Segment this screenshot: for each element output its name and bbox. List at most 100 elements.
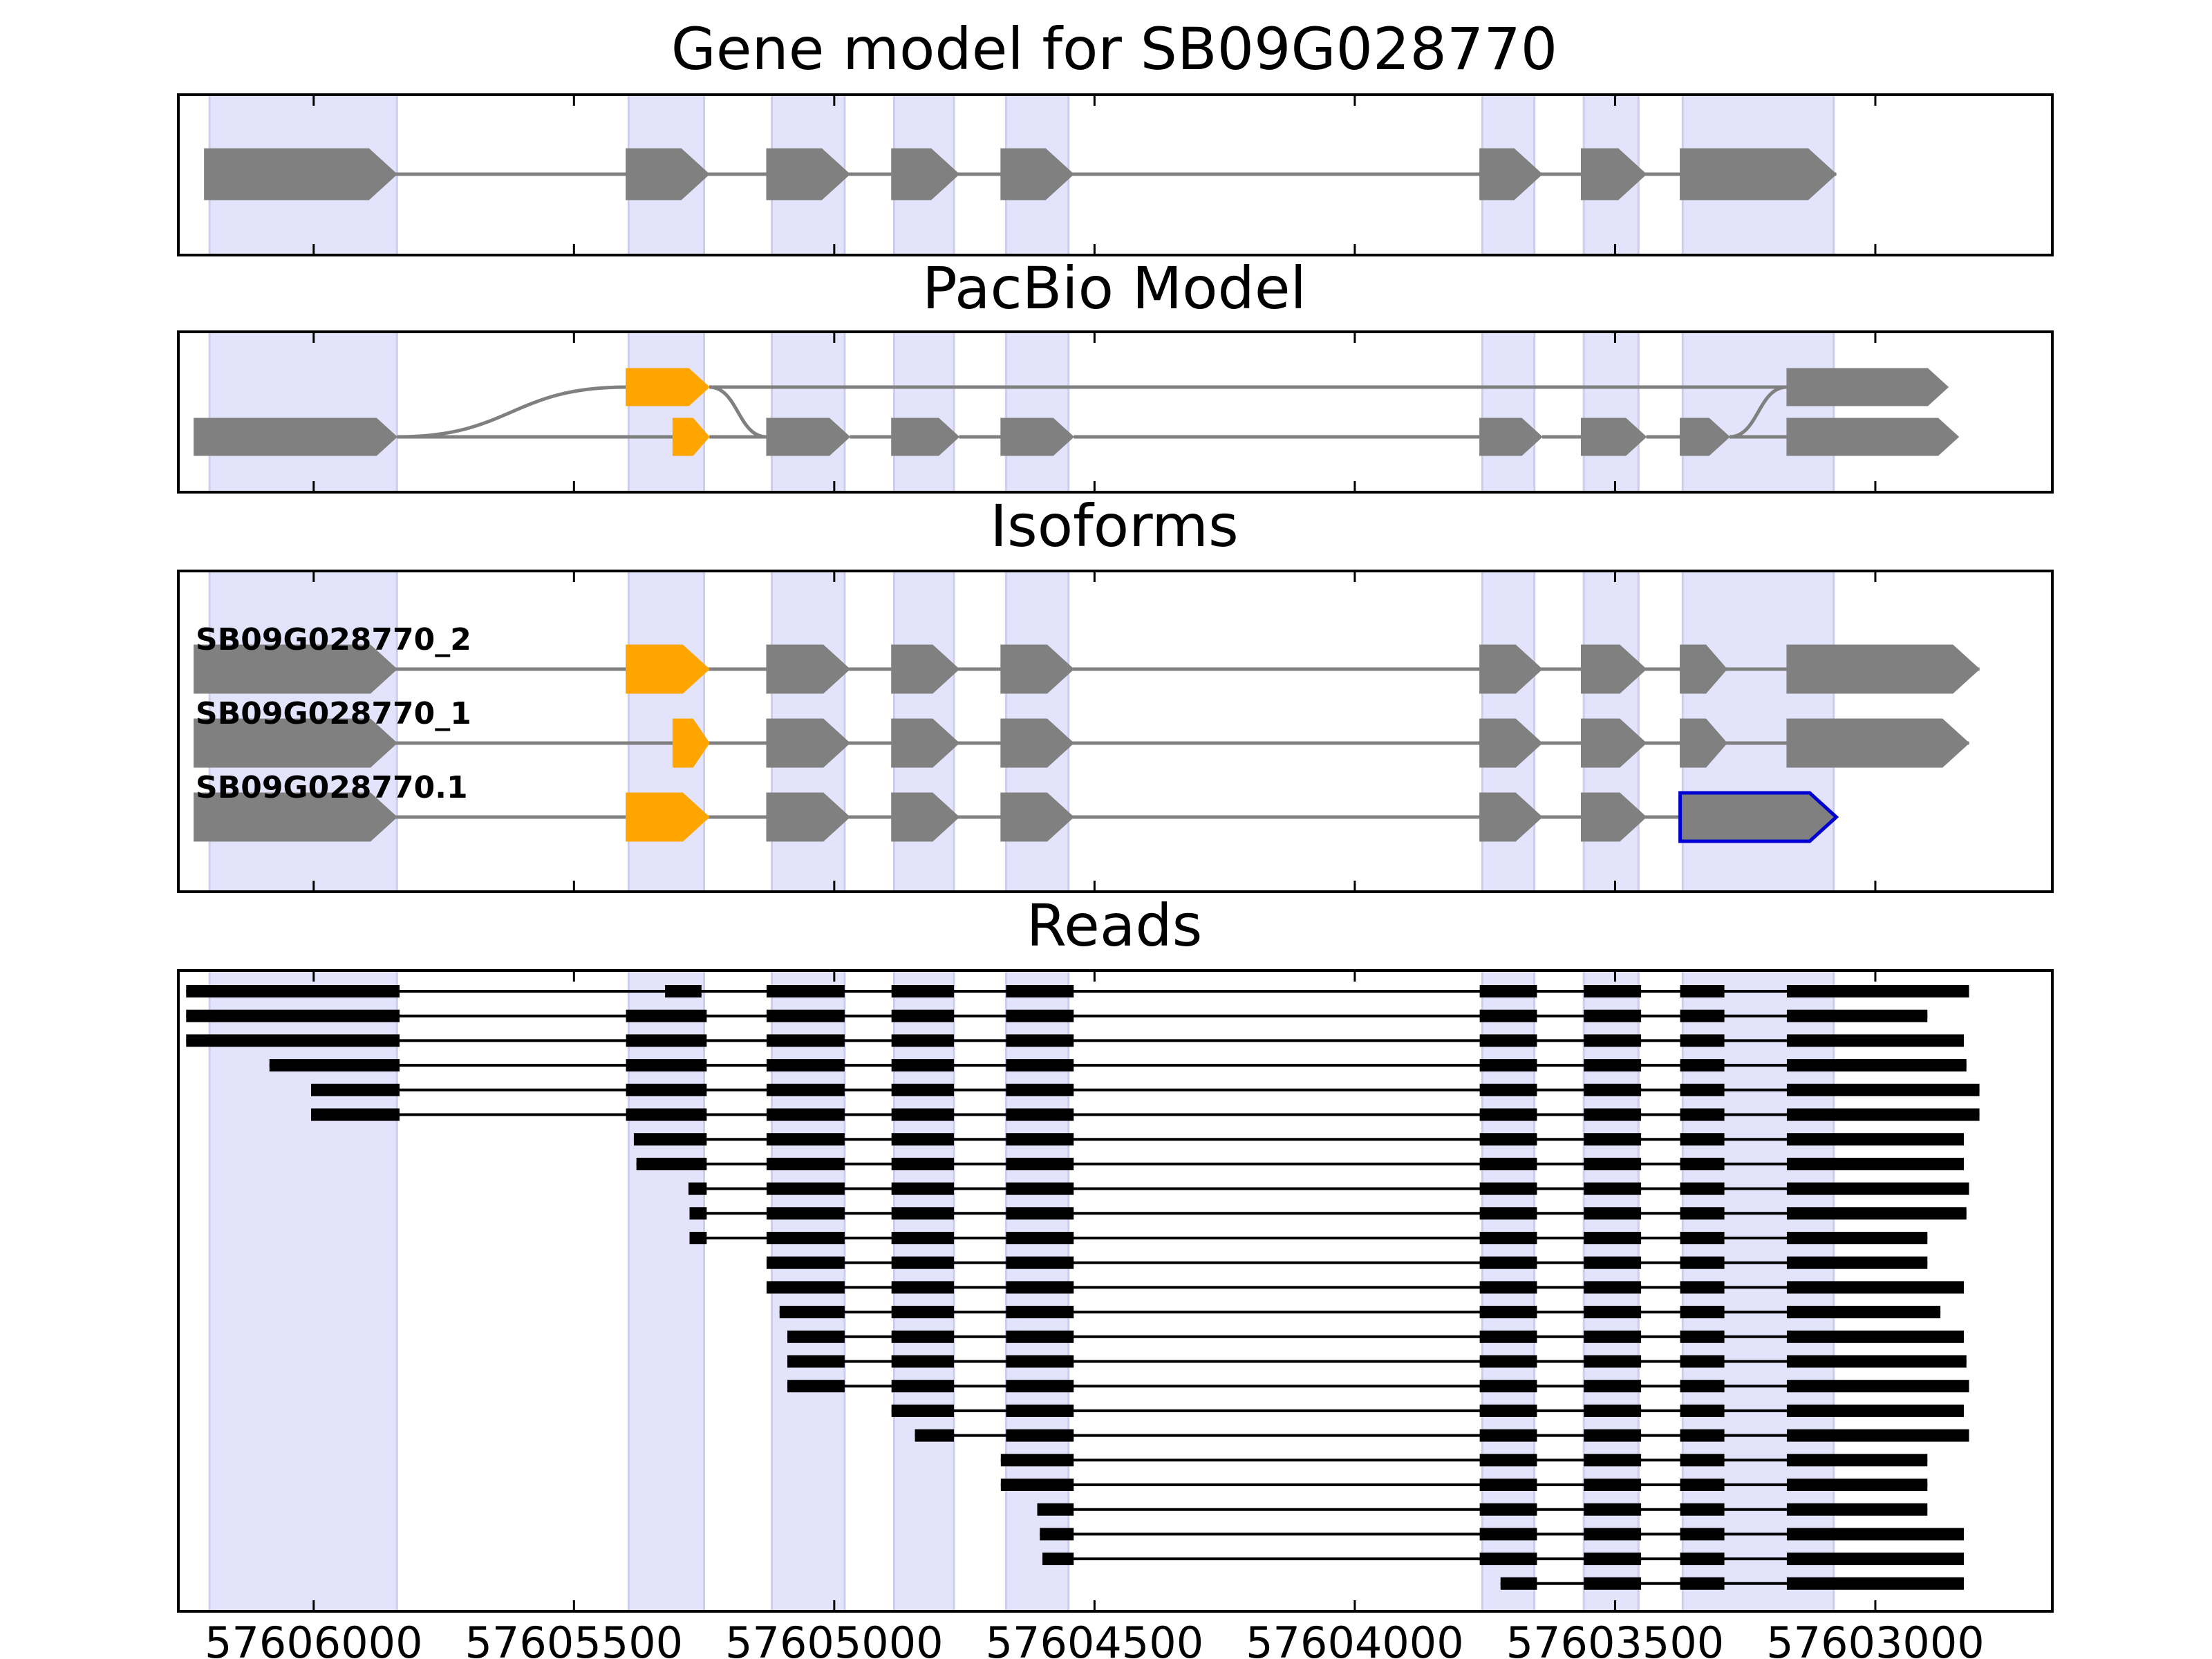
read-block <box>1680 1306 1725 1319</box>
read-block <box>766 1232 845 1244</box>
read-block <box>1680 1207 1725 1220</box>
read-block <box>1584 1479 1642 1491</box>
read-block <box>1680 1281 1725 1294</box>
read-block <box>1584 1108 1642 1121</box>
exon <box>1580 718 1647 768</box>
read-block <box>891 1034 955 1047</box>
read-block <box>186 985 400 997</box>
read-block <box>787 1380 845 1393</box>
exon <box>1786 718 1970 768</box>
exon <box>766 644 851 694</box>
read-block <box>1680 1429 1725 1442</box>
read-block <box>1786 1083 1980 1096</box>
isoform-label: SB09G028770_2 <box>196 622 471 657</box>
read-block <box>1680 1009 1725 1022</box>
read-block <box>1479 1009 1537 1022</box>
read-block <box>1584 1404 1642 1417</box>
read-block <box>665 985 702 997</box>
exon-utr <box>626 368 710 406</box>
read-block <box>766 1133 845 1146</box>
exon-highlight-band <box>892 330 955 494</box>
read-block <box>1584 1207 1642 1220</box>
read-block <box>1042 1553 1074 1566</box>
read-block <box>766 1108 845 1121</box>
read-block <box>766 985 845 997</box>
exon <box>1000 148 1074 200</box>
read-block <box>1479 1281 1537 1294</box>
exon <box>194 644 398 694</box>
exon-highlight-band <box>208 330 398 494</box>
read-block <box>1584 1232 1642 1244</box>
read-block <box>1479 1133 1537 1146</box>
splice-curve <box>1729 385 1788 439</box>
read-block <box>1584 1306 1642 1319</box>
read-block <box>1584 1157 1642 1170</box>
read-block <box>1680 1157 1725 1170</box>
read-block <box>1006 1281 1074 1294</box>
read-block <box>1680 1083 1725 1096</box>
read-block <box>891 1330 955 1343</box>
read-block <box>1680 1256 1725 1269</box>
exon <box>1680 644 1728 694</box>
tick-label: 57604500 <box>986 1618 1204 1659</box>
exon-utr <box>672 418 710 456</box>
read-block <box>1680 1034 1725 1047</box>
read-block <box>1479 1182 1537 1195</box>
read-block <box>1006 1009 1074 1022</box>
exon <box>1680 418 1730 456</box>
read-block <box>1584 1330 1642 1343</box>
exon <box>1580 792 1647 842</box>
exon <box>1479 718 1543 768</box>
read-block <box>1479 1528 1537 1541</box>
exon <box>891 792 960 842</box>
read-block <box>1584 1009 1642 1022</box>
exon <box>1479 418 1543 456</box>
splice-curve <box>397 385 626 439</box>
read-block <box>1584 1182 1642 1195</box>
read-block <box>1479 1479 1537 1491</box>
tick-label: 57603000 <box>1766 1618 1985 1659</box>
exon <box>1000 718 1074 768</box>
read-block <box>1786 1454 1928 1467</box>
read-block <box>1786 1034 1964 1047</box>
read-block <box>1680 1182 1725 1195</box>
read-block <box>891 1404 955 1417</box>
read-block <box>1786 1503 1928 1516</box>
read-block <box>626 1108 707 1121</box>
read-block <box>1584 1380 1642 1393</box>
exon-highlight-band <box>1582 330 1640 494</box>
exon <box>1479 644 1543 694</box>
read-block <box>891 985 955 997</box>
read-block <box>1680 1553 1725 1566</box>
reads-frame <box>177 969 2054 1613</box>
read-block <box>1006 1108 1074 1121</box>
read-block <box>633 1133 707 1146</box>
read-block <box>1786 1207 1967 1220</box>
read-block <box>766 1034 845 1047</box>
read-block <box>1786 1479 1928 1491</box>
read-block <box>891 1281 955 1294</box>
read-block <box>1786 1330 1964 1343</box>
read-block <box>1786 1355 1967 1368</box>
splice-curve <box>709 385 767 439</box>
pacbio-model-panel <box>194 330 1960 494</box>
gene-model-title: Gene model for SB09G028770 <box>671 15 1557 83</box>
exon-highlight-band <box>1481 330 1536 494</box>
exon <box>1786 644 1980 694</box>
read-block <box>1680 1503 1725 1516</box>
read-block <box>766 1059 845 1072</box>
read-block <box>1786 1157 1964 1170</box>
read-block <box>1680 1380 1725 1393</box>
exon-highlight-band <box>627 969 706 1613</box>
read-block <box>891 1083 955 1096</box>
read-block <box>1006 1034 1074 1047</box>
read-block <box>186 1009 400 1022</box>
read-block <box>1584 1503 1642 1516</box>
exon <box>766 418 851 456</box>
read-block <box>1006 985 1074 997</box>
read-block <box>688 1182 707 1195</box>
read-block <box>1006 1330 1074 1343</box>
read-block <box>1006 1207 1074 1220</box>
read-block <box>1479 1553 1537 1566</box>
read-block <box>311 1083 400 1096</box>
